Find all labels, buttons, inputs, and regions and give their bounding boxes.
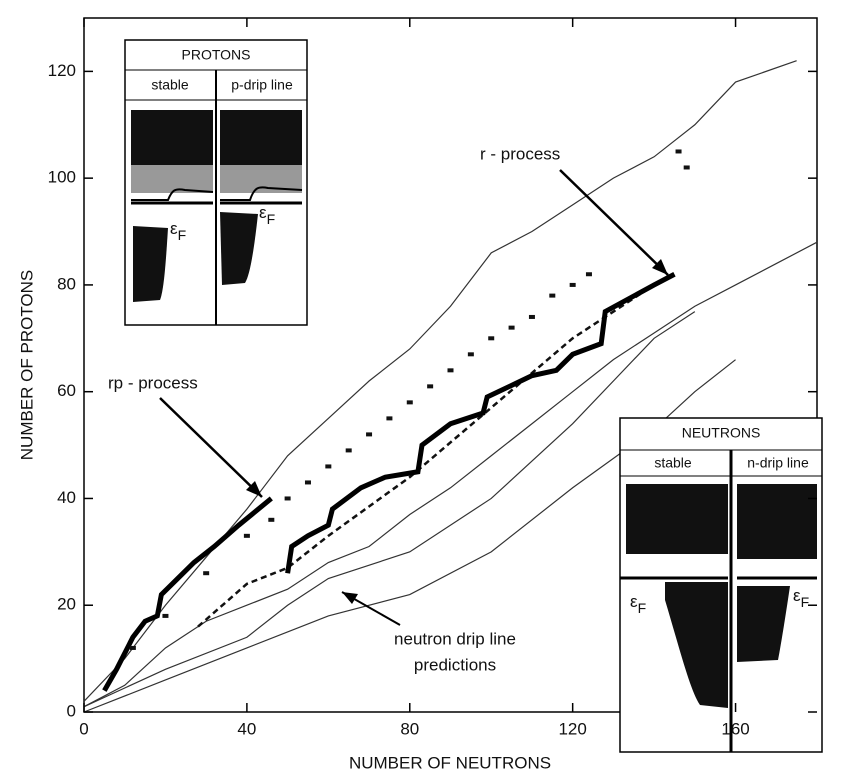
nucleus-dot [285,496,291,500]
x-tick-label: 80 [400,719,419,738]
thin-line [84,312,695,707]
thick-line [288,274,675,573]
y-tick-label: 20 [57,595,76,614]
y-axis-label: NUMBER OF PROTONS [17,270,36,460]
nucleus-dot [407,400,413,404]
inset-shade [220,110,302,165]
inset-label: stable [151,77,189,93]
y-tick-label: 60 [57,381,76,400]
x-tick-label: 160 [721,719,749,738]
inset-shade [626,484,728,554]
inset-title: NEUTRONS [682,425,761,441]
nucleus-dot [468,352,474,356]
neutron-drip-label: neutron drip line [394,629,516,648]
inset-shade [737,484,817,559]
nucleus-dot [203,571,209,575]
x-tick-label: 120 [558,719,586,738]
arrow [160,398,262,497]
y-tick-label: 0 [67,701,76,720]
nucleus-dot [268,518,274,522]
nucleus-dot [676,149,682,153]
arrow [560,170,668,275]
nucleus-dot [386,416,392,420]
inset-label: stable [654,455,692,471]
inset-shade [131,165,213,193]
y-tick-label: 80 [57,274,76,293]
inset-shade [131,110,213,165]
arrowhead [342,592,358,604]
nucleus-dot [162,614,168,618]
x-axis-label: NUMBER OF NEUTRONS [349,753,551,772]
nucleus-dot [570,283,576,287]
nucleus-dot [325,464,331,468]
nucleus-dot [244,534,250,538]
thick-line [104,498,271,690]
x-tick-label: 0 [79,719,88,738]
nucleus-dot [529,315,535,319]
neutron-drip-label: predictions [414,655,496,674]
r-process-label: r - process [480,144,560,163]
neutrons-inset: NEUTRONS stable n-drip line εF εF [620,418,822,752]
nucleus-dot [366,432,372,436]
inset-label: n-drip line [747,455,809,471]
fermi-subscript: F [638,600,647,616]
rp-process-label: rp - process [108,373,198,392]
fermi-subscript: F [178,227,187,243]
nucleus-dot [549,294,555,298]
nucleus-dot [305,480,311,484]
x-tick-label: 40 [237,719,256,738]
nucleus-dot [684,165,690,169]
fermi-subscript: F [801,594,810,610]
nucleus-dot [130,646,136,650]
nucleus-dot [448,368,454,372]
inset-title: PROTONS [182,47,251,63]
nucleus-dot [427,384,433,388]
inset-label: p-drip line [231,77,293,93]
nucleus-dot [488,336,494,340]
nucleus-dot [509,326,515,330]
y-tick-label: 40 [57,488,76,507]
protons-inset: PROTONS stable p-drip line εF εF [125,40,307,325]
fermi-subscript: F [267,211,276,227]
y-tick-label: 120 [48,61,76,80]
dashed-line [198,285,654,627]
nucleus-dot [346,448,352,452]
chart: NUMBER OF NEUTRONS NUMBER OF PROTONS r -… [0,0,844,784]
y-tick-label: 100 [48,168,76,187]
nucleus-dot [586,272,592,276]
